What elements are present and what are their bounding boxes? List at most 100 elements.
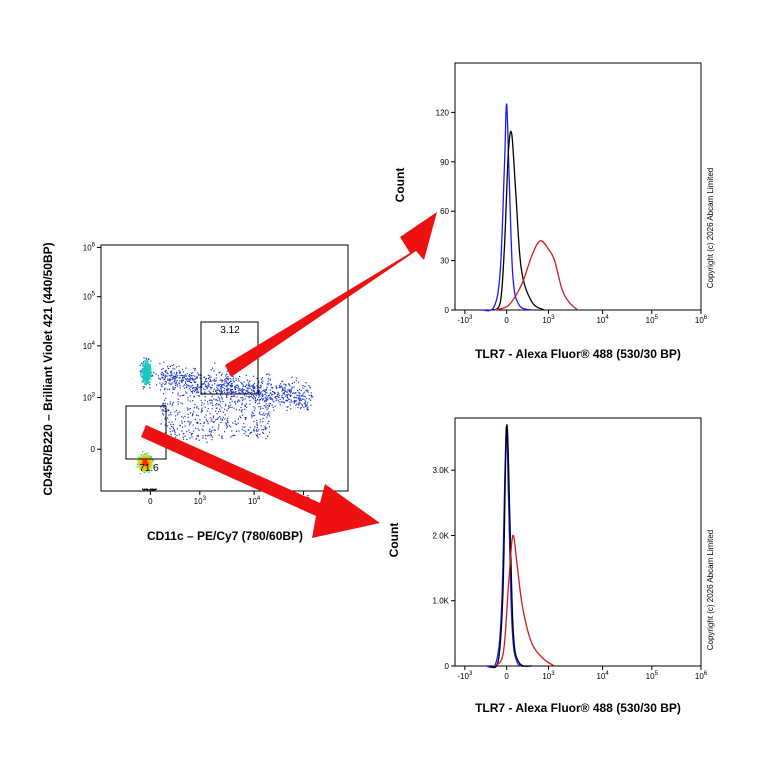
event-dot	[175, 409, 177, 412]
event-dot	[247, 390, 249, 392]
event-dot	[204, 396, 206, 398]
event-dot	[194, 378, 196, 380]
event-dot	[147, 467, 149, 469]
event-dot	[176, 376, 178, 378]
event-dot	[150, 465, 152, 468]
event-dot	[196, 387, 198, 389]
event-dot	[245, 390, 247, 392]
event-dot	[237, 378, 240, 380]
event-dot	[255, 400, 257, 402]
x-tick-label: 104	[596, 315, 609, 325]
event-dot	[184, 375, 186, 377]
x-tick-label: 103	[542, 315, 555, 325]
event-dot	[282, 401, 284, 403]
event-dot	[150, 456, 152, 458]
event-dot	[139, 459, 142, 462]
event-dot	[221, 435, 223, 437]
event-dot	[223, 387, 225, 389]
event-dot	[199, 423, 202, 425]
event-dot	[148, 463, 150, 465]
event-dot	[145, 373, 147, 376]
event-dot	[230, 426, 232, 428]
event-dot	[174, 387, 177, 389]
event-dot	[262, 390, 264, 392]
event-dot	[202, 425, 204, 427]
event-dot	[159, 363, 161, 365]
event-dot	[289, 389, 291, 391]
event-dot	[229, 384, 231, 386]
event-dot	[212, 367, 214, 369]
event-dot	[221, 419, 223, 421]
event-dot	[182, 375, 184, 377]
event-dot	[286, 394, 288, 396]
event-dot	[274, 397, 277, 399]
event-dot	[189, 389, 191, 391]
event-dot	[169, 383, 171, 385]
event-dot	[276, 386, 278, 388]
event-dot	[174, 378, 176, 380]
event-dot	[264, 391, 267, 393]
event-dot	[238, 399, 240, 401]
event-dot	[187, 399, 189, 401]
event-dot	[204, 376, 206, 378]
event-dot	[244, 398, 246, 400]
event-dot	[149, 463, 151, 465]
event-dot	[238, 430, 240, 432]
event-dot	[295, 397, 297, 399]
event-dot	[215, 419, 217, 421]
event-dot	[270, 397, 272, 399]
event-dot	[243, 394, 245, 396]
event-dot	[290, 395, 292, 397]
event-dot	[273, 393, 276, 395]
event-dot	[305, 382, 307, 384]
event-dot	[258, 382, 260, 384]
histogram-series-line-0	[485, 425, 528, 669]
x-tick-label: 104	[248, 496, 261, 506]
event-dot	[148, 457, 150, 459]
event-dot	[285, 390, 287, 392]
event-dot	[197, 415, 199, 417]
event-dot	[293, 397, 295, 399]
event-dot	[256, 419, 258, 422]
event-dot	[152, 488, 154, 490]
event-dot	[218, 372, 220, 374]
event-dot	[138, 464, 140, 466]
event-dot	[301, 403, 303, 405]
event-dot	[299, 403, 301, 405]
event-dot	[249, 403, 251, 405]
event-dot	[180, 402, 182, 404]
event-dot	[186, 373, 188, 375]
event-dot	[228, 382, 230, 384]
event-dot	[147, 458, 149, 461]
event-dot	[204, 389, 206, 391]
event-dot	[207, 374, 209, 376]
arrows	[141, 212, 437, 538]
event-dot	[220, 390, 223, 392]
y-tick-label: 0	[445, 662, 450, 671]
y-tick-label: 105	[83, 292, 96, 302]
event-dot	[142, 469, 144, 471]
x-tick-label: 105	[646, 315, 659, 325]
event-dot	[149, 377, 151, 379]
event-dot	[291, 386, 293, 388]
event-dot	[151, 461, 153, 463]
event-dot	[266, 397, 268, 399]
event-dot	[221, 437, 223, 439]
event-dot	[240, 407, 242, 409]
event-dot	[264, 428, 267, 430]
event-dot	[207, 384, 209, 386]
event-dot	[292, 392, 294, 394]
event-dot	[225, 422, 227, 424]
event-dot	[202, 437, 204, 439]
event-dot	[234, 423, 236, 425]
event-dot	[193, 387, 195, 389]
event-dot	[297, 402, 300, 404]
event-dot	[194, 418, 197, 421]
event-dot	[248, 397, 250, 399]
event-dot	[254, 387, 256, 389]
event-dot	[226, 381, 228, 383]
event-dot	[192, 400, 194, 402]
event-dot	[163, 374, 165, 376]
event-dot	[160, 423, 162, 425]
event-dot	[217, 384, 219, 386]
